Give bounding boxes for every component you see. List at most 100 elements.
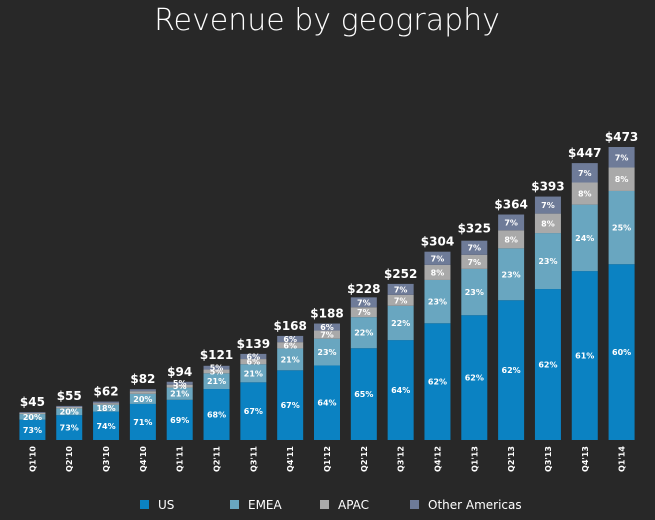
data-label: 8% bbox=[541, 219, 555, 228]
data-label: 8% bbox=[615, 175, 629, 184]
total-label: $168 bbox=[273, 319, 306, 333]
data-label: 7% bbox=[578, 169, 592, 178]
data-label: 7% bbox=[431, 254, 445, 263]
x-tick-label: Q2'12 bbox=[360, 446, 369, 472]
bar-segment bbox=[93, 401, 120, 404]
bar-segment bbox=[534, 233, 561, 290]
legend-label: Other Americas bbox=[428, 498, 522, 512]
bar-segment bbox=[314, 330, 340, 339]
legend-swatch bbox=[320, 500, 329, 509]
total-label: $252 bbox=[384, 267, 417, 281]
bar-segment bbox=[19, 412, 46, 415]
total-label: $82 bbox=[130, 372, 155, 386]
data-label: 23% bbox=[317, 348, 336, 357]
bar-segment bbox=[498, 214, 525, 231]
data-label: 6% bbox=[283, 341, 297, 350]
x-tick-label: Q3'12 bbox=[397, 446, 406, 472]
bar-segment bbox=[424, 251, 451, 265]
bar-segment bbox=[166, 381, 193, 385]
bar-segment bbox=[240, 364, 267, 383]
data-label: 71% bbox=[133, 418, 152, 427]
data-label: 74% bbox=[96, 422, 115, 431]
total-label: $139 bbox=[237, 337, 270, 351]
data-label: 21% bbox=[207, 377, 226, 386]
bar-segment bbox=[608, 264, 635, 440]
data-label: 20% bbox=[23, 413, 42, 422]
data-label: 7% bbox=[504, 218, 518, 227]
data-label: 5% bbox=[210, 367, 224, 376]
bar-segment bbox=[277, 348, 304, 371]
legend-swatch bbox=[410, 500, 419, 509]
bar-segment bbox=[571, 182, 598, 205]
bar-segment bbox=[166, 387, 193, 400]
bar-segment bbox=[277, 342, 304, 349]
data-label: 62% bbox=[465, 374, 484, 383]
bar-segment bbox=[277, 335, 304, 343]
bar-segment bbox=[19, 412, 46, 413]
x-tick-label: Q4'10 bbox=[139, 446, 148, 472]
bar-segment bbox=[461, 268, 488, 316]
total-label: $325 bbox=[458, 222, 491, 236]
data-label: 21% bbox=[244, 369, 263, 378]
chart-title: Revenue by geography bbox=[154, 3, 500, 38]
bar-segment bbox=[608, 167, 635, 191]
bar-segment bbox=[534, 196, 561, 214]
bar-segment bbox=[93, 411, 120, 440]
total-label: $304 bbox=[421, 235, 454, 249]
x-tick-label: Q1'14 bbox=[618, 446, 627, 472]
x-tick-label: Q4'13 bbox=[581, 446, 590, 472]
total-label: $45 bbox=[20, 395, 45, 409]
legend-swatch bbox=[230, 500, 239, 509]
bar-segment bbox=[534, 213, 561, 234]
bar-segment bbox=[56, 408, 83, 416]
data-label: 7% bbox=[394, 285, 408, 294]
data-label: 7% bbox=[357, 308, 371, 317]
data-label: 23% bbox=[428, 298, 447, 307]
bar-segment bbox=[203, 369, 230, 374]
bar-segment bbox=[93, 404, 120, 412]
bar-segment bbox=[461, 240, 488, 255]
x-tick-label: Q1'12 bbox=[323, 446, 332, 472]
data-label: 6% bbox=[283, 335, 297, 344]
data-label: 61% bbox=[575, 352, 594, 361]
data-label: 7% bbox=[467, 258, 481, 267]
data-label: 62% bbox=[428, 378, 447, 387]
bar-segment bbox=[424, 264, 451, 280]
data-label: 7% bbox=[357, 298, 371, 307]
bar-segment bbox=[129, 393, 156, 404]
data-label: 23% bbox=[538, 257, 557, 266]
data-label: 64% bbox=[391, 386, 410, 395]
bar-segment bbox=[203, 373, 230, 390]
data-label: 5% bbox=[173, 382, 187, 391]
bar-segment bbox=[498, 230, 525, 249]
total-label: $55 bbox=[57, 389, 82, 403]
x-tick-label: Q3'13 bbox=[544, 446, 553, 472]
total-label: $121 bbox=[200, 348, 233, 362]
bar-segment bbox=[571, 163, 598, 183]
legend-label: APAC bbox=[338, 498, 369, 512]
bar-segment bbox=[571, 271, 598, 440]
legend-label: EMEA bbox=[248, 498, 283, 512]
data-label: 22% bbox=[391, 319, 410, 328]
bar-segment bbox=[571, 204, 598, 272]
total-label: $364 bbox=[494, 198, 527, 212]
total-label: $393 bbox=[531, 180, 564, 194]
data-label: 7% bbox=[615, 153, 629, 162]
data-label: 73% bbox=[60, 424, 79, 433]
data-label: 73% bbox=[23, 426, 42, 435]
bar-segment bbox=[314, 323, 340, 331]
bar-segment bbox=[424, 279, 451, 324]
bar-segment bbox=[129, 403, 156, 440]
bar-segment bbox=[166, 399, 193, 440]
bar-segment bbox=[240, 382, 267, 440]
data-label: 7% bbox=[394, 296, 408, 305]
data-label: 20% bbox=[60, 408, 79, 417]
data-label: 25% bbox=[612, 224, 631, 233]
total-label: $473 bbox=[605, 130, 638, 144]
data-label: 23% bbox=[465, 288, 484, 297]
data-label: 22% bbox=[354, 329, 373, 338]
data-label: 21% bbox=[281, 355, 300, 364]
bar-segment bbox=[129, 389, 156, 392]
bar-segment bbox=[387, 305, 414, 341]
bar-segment bbox=[56, 405, 83, 407]
